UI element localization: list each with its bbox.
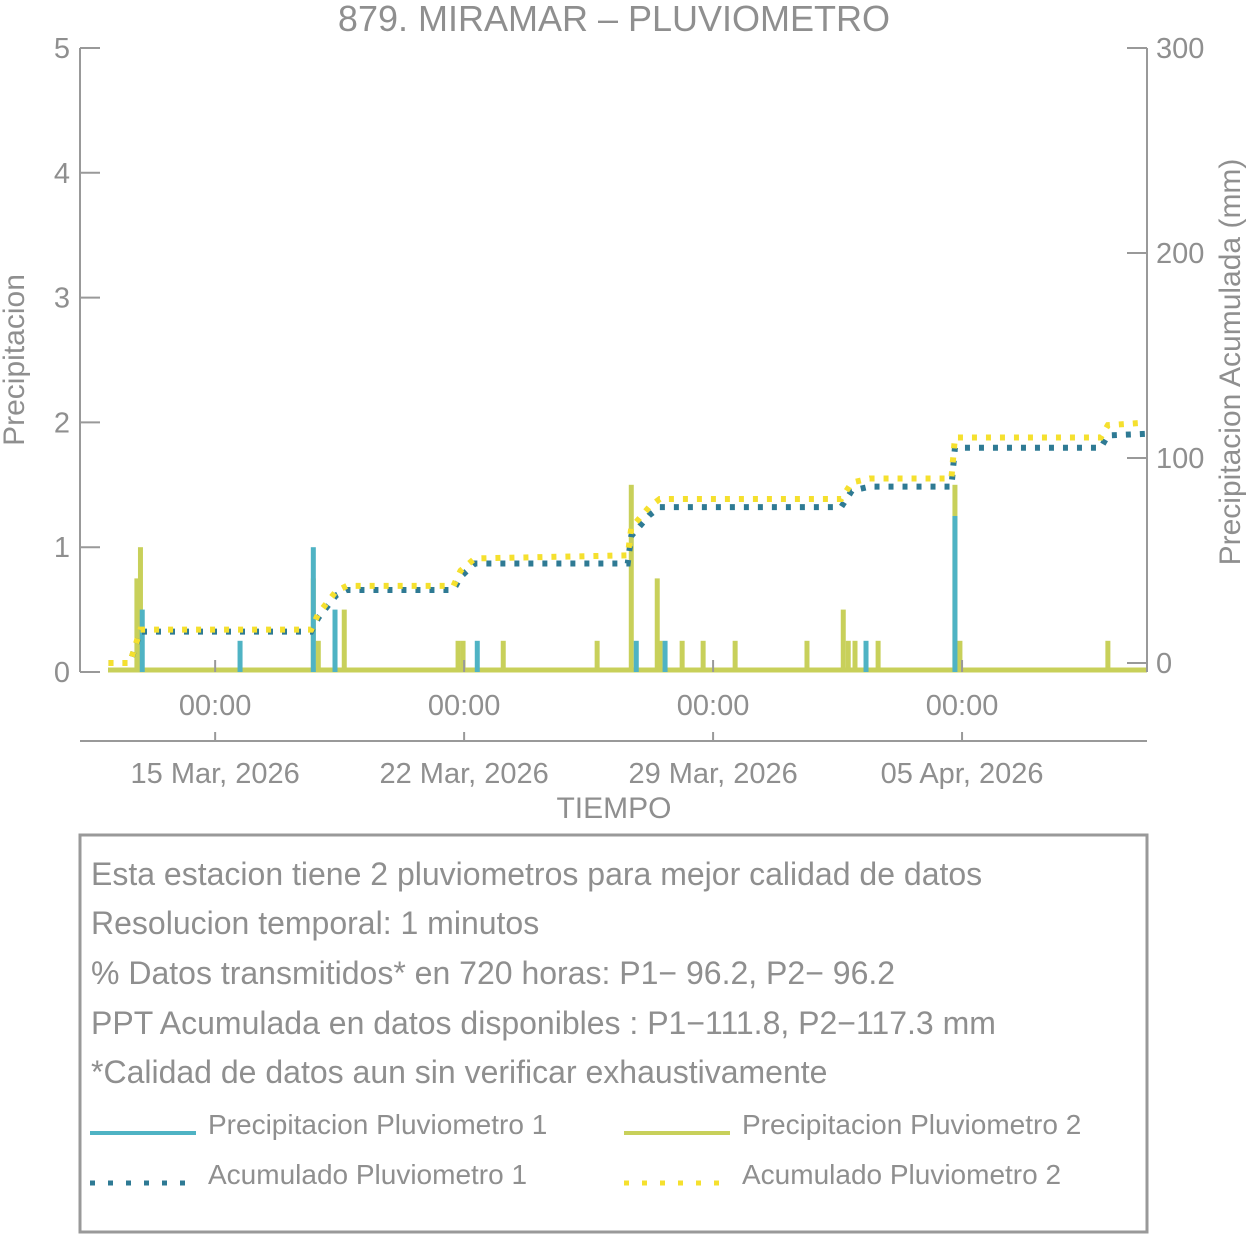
bar-p2	[315, 640, 321, 672]
bar-p2	[957, 640, 963, 672]
y2-tick-label: 300	[1156, 33, 1204, 65]
bar-p2	[657, 640, 663, 672]
cumulative-line-p1	[108, 430, 1148, 666]
y2-axis-label: Precipitacion Acumulada (mm)	[1214, 159, 1247, 566]
bar-p2	[804, 640, 810, 672]
y2-tick-label: 0	[1156, 648, 1172, 680]
bar-p2	[732, 640, 738, 672]
x-tick-date-label: 29 Mar, 2026	[628, 758, 797, 790]
bar-p2	[500, 640, 506, 672]
y-tick-label: 2	[54, 407, 70, 439]
bar-p1	[662, 640, 668, 672]
bar-p1	[332, 609, 338, 672]
legend-label-cum-p2: Acumulado Pluviometro 2	[742, 1159, 1061, 1190]
bar-p2	[341, 609, 347, 672]
bar-p2	[679, 640, 685, 672]
y2-tick-label: 200	[1156, 238, 1204, 270]
x-tick-time-label: 00:00	[926, 690, 999, 722]
info-line: *Calidad de datos aun sin verificar exha…	[91, 1054, 827, 1090]
bar-p1	[863, 640, 869, 672]
legend-label-p2: Precipitacion Pluviometro 2	[742, 1109, 1081, 1140]
bar-p1	[633, 640, 639, 672]
info-line: PPT Acumulada en datos disponibles : P1−…	[91, 1005, 996, 1041]
bar-p1	[310, 547, 316, 672]
bar-p2	[852, 640, 858, 672]
bar-p1	[952, 516, 958, 672]
y-tick-label: 3	[54, 283, 70, 315]
bar-p1	[139, 609, 145, 672]
bar-p2	[840, 609, 846, 672]
bar-p2	[460, 640, 466, 672]
bar-p2	[700, 640, 706, 672]
y-tick-label: 5	[54, 33, 70, 65]
x-tick-date-label: 15 Mar, 2026	[131, 758, 300, 790]
info-line: Esta estacion tiene 2 pluviometros para …	[91, 856, 982, 892]
y-tick-label: 0	[54, 657, 70, 689]
info-line: % Datos transmitidos* en 720 horas: P1− …	[91, 955, 895, 991]
legend-label-cum-p1: Acumulado Pluviometro 1	[208, 1159, 527, 1190]
x-tick-time-label: 00:00	[677, 690, 750, 722]
x-axis-label: TIEMPO	[556, 792, 671, 825]
info-line: Resolucion temporal: 1 minutos	[91, 905, 539, 941]
x-tick-date-label: 22 Mar, 2026	[379, 758, 548, 790]
bar-p2	[654, 578, 660, 672]
y-tick-label: 4	[54, 158, 70, 190]
bar-p2	[1105, 640, 1111, 672]
info-box	[78, 833, 1149, 1234]
bar-p2	[134, 578, 140, 672]
cumulative-line-p2	[108, 419, 1148, 666]
x-tick-time-label: 00:00	[179, 690, 252, 722]
bar-p2	[455, 640, 461, 672]
y-tick-label: 1	[54, 532, 70, 564]
bar-p1	[474, 640, 480, 672]
bar-p1	[237, 640, 243, 672]
legend-label-p1: Precipitacion Pluviometro 1	[208, 1109, 547, 1140]
bar-p2	[845, 640, 851, 672]
chart-title: 879. MIRAMAR – PLUVIOMETRO	[338, 0, 890, 39]
y-axis-label: Precipitacion	[0, 274, 31, 446]
bar-p2	[594, 640, 600, 672]
x-tick-date-label: 05 Apr, 2026	[881, 758, 1044, 790]
bar-p2	[875, 640, 881, 672]
bar-p2	[628, 484, 634, 672]
x-tick-time-label: 00:00	[428, 690, 501, 722]
y2-tick-label: 100	[1156, 443, 1204, 475]
